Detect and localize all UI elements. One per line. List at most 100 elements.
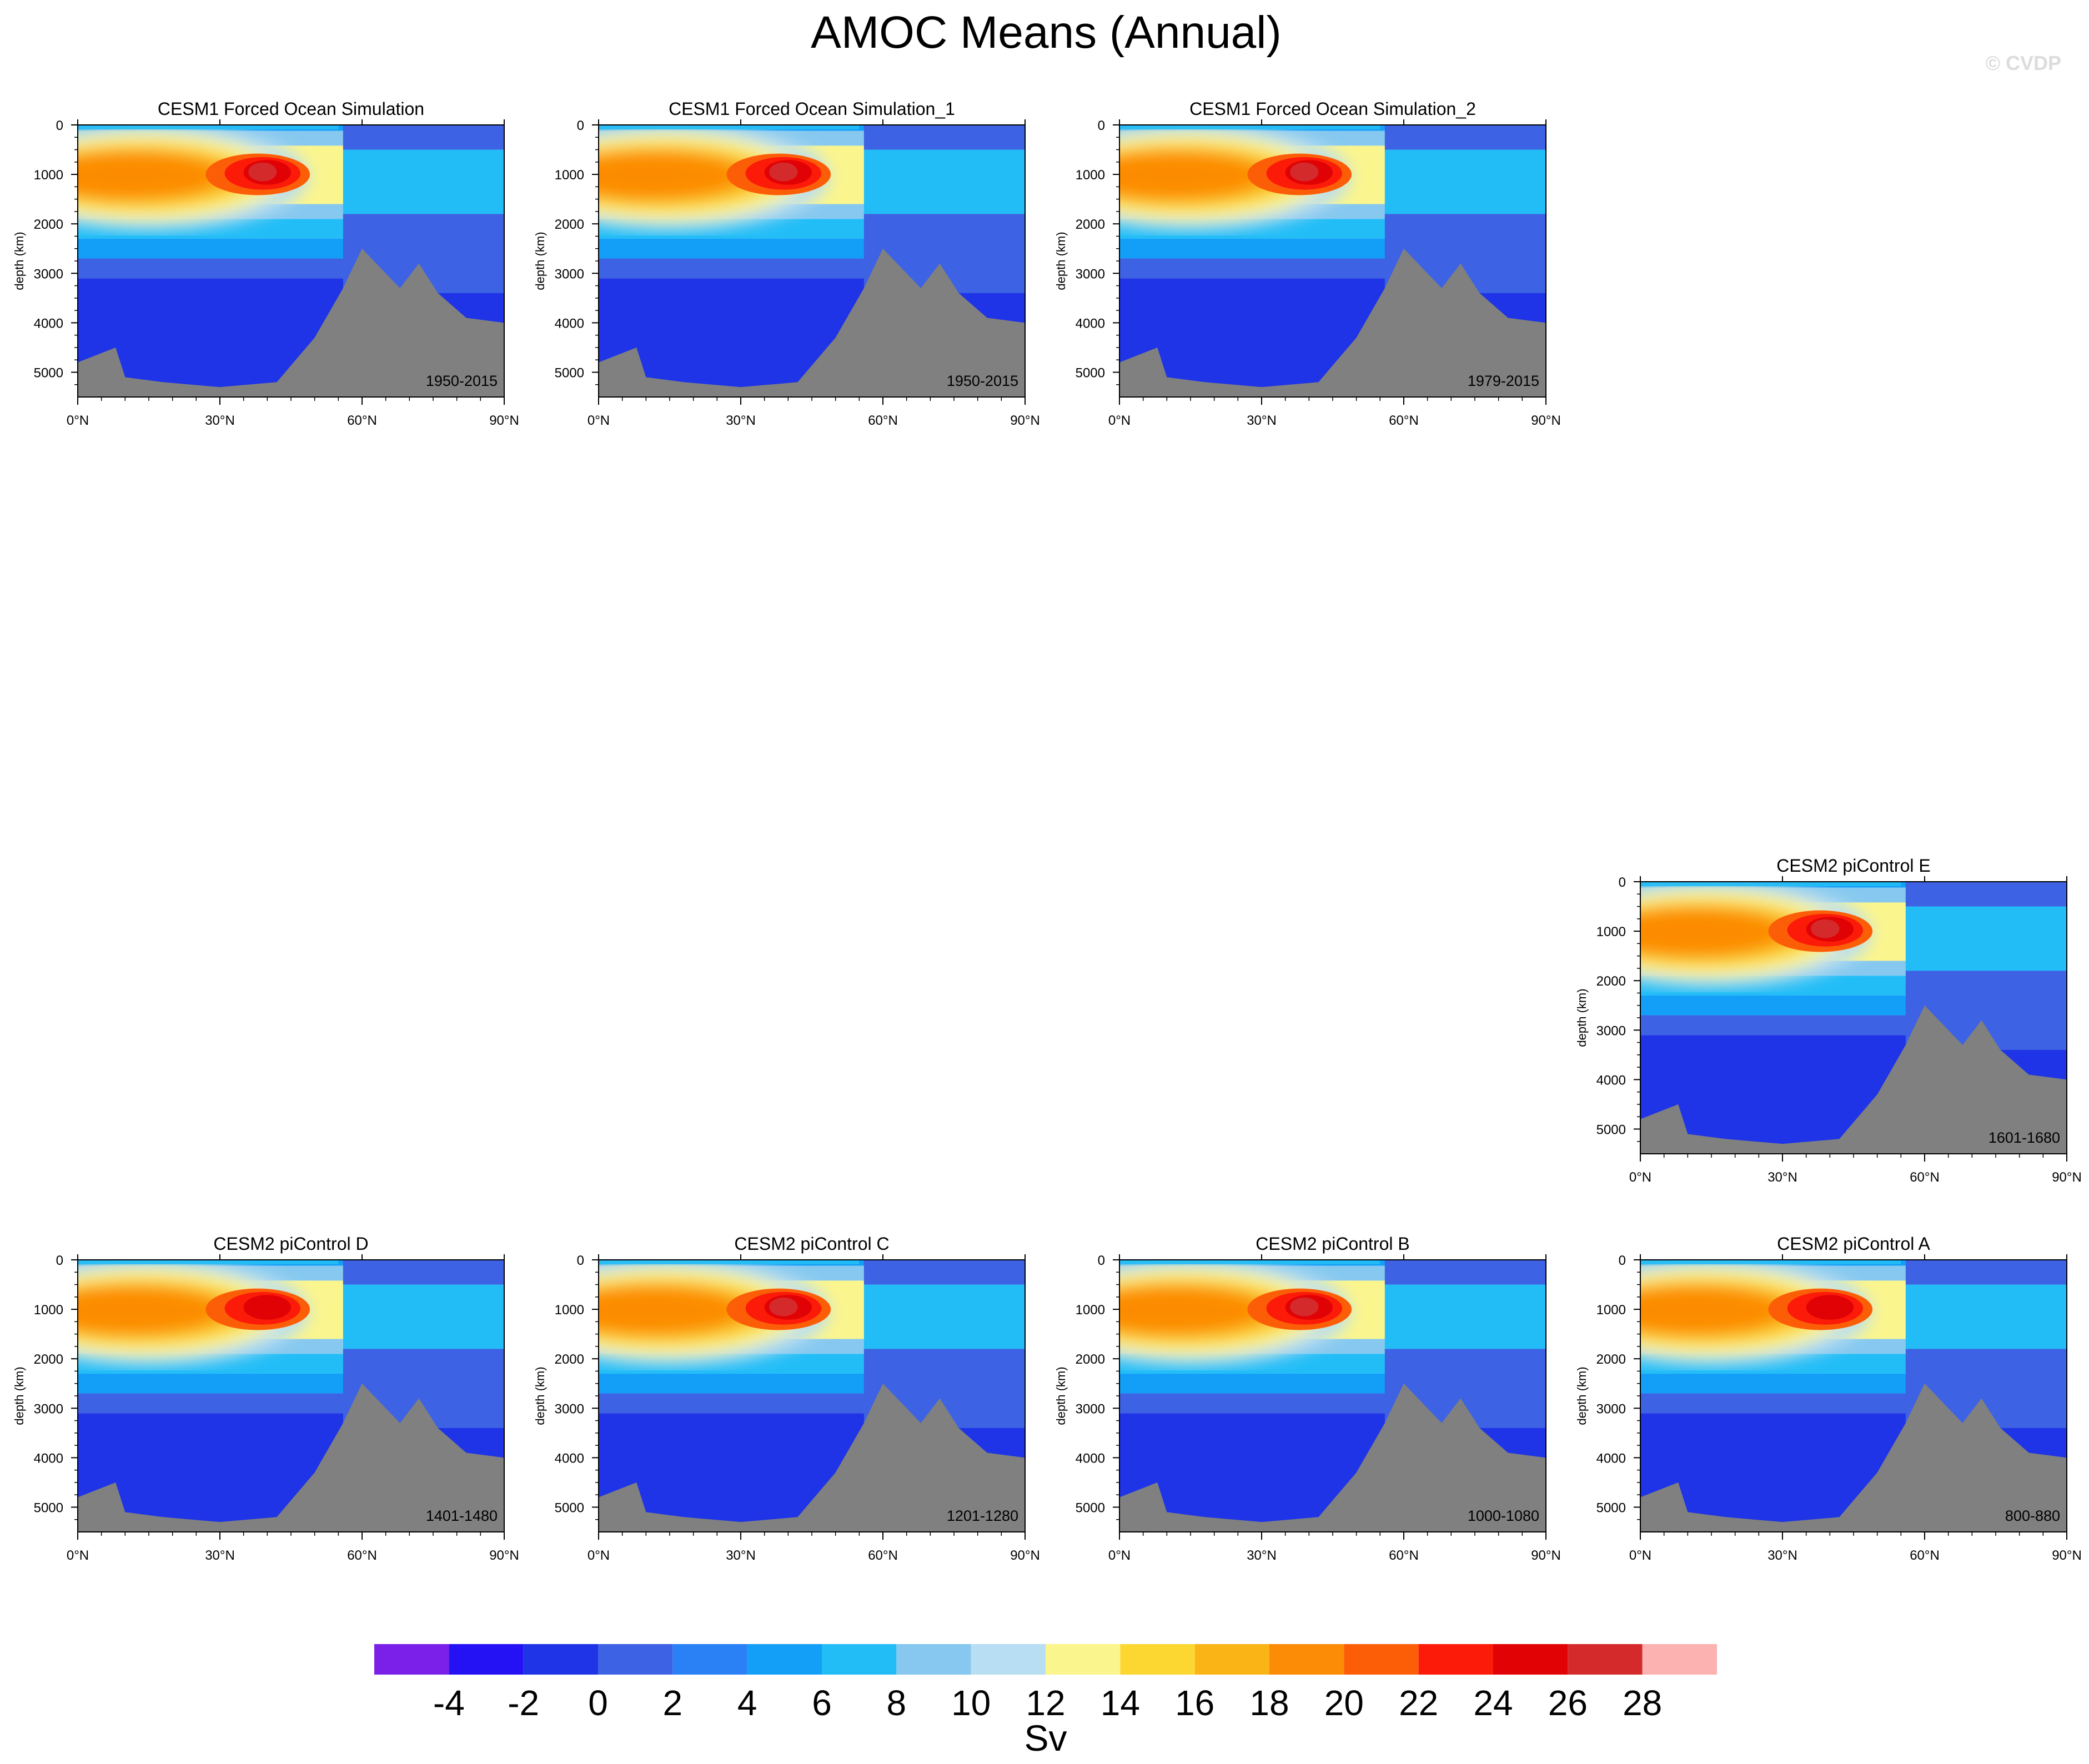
y-tick-label: 5000 (34, 365, 63, 380)
x-tick-label: 0°N (67, 413, 89, 428)
y-tick-label: 0 (577, 1253, 584, 1268)
x-tick-label: 0°N (587, 413, 610, 428)
panel-title: CESM2 piControl D (213, 1234, 368, 1254)
y-tick-label: 4000 (1596, 1451, 1626, 1466)
amoc-panel: 0 1000 2000 3000 4000 5000 depth (km) 0°N 30°N 60… (1575, 856, 2082, 1185)
y-tick-label: 5000 (555, 1500, 584, 1515)
y-tick-label: 5000 (555, 365, 584, 380)
x-tick-label: 90°N (1010, 413, 1040, 428)
watermark: © CVDP (1985, 52, 2061, 74)
x-tick-label: 60°N (1910, 1170, 1940, 1185)
y-tick-label: 2000 (34, 1352, 63, 1367)
x-tick-label: 0°N (67, 1548, 89, 1563)
y-tick-label: 1000 (1076, 168, 1105, 183)
colorbar-swatch (449, 1644, 524, 1675)
panel-title: CESM1 Forced Ocean Simulation (158, 99, 424, 119)
colorbar-swatch (1344, 1644, 1419, 1675)
x-tick-label: 30°N (205, 413, 235, 428)
colorbar-tick-label: 8 (887, 1683, 907, 1723)
x-tick-label: 30°N (1247, 413, 1277, 428)
colorbar-tick-label: -2 (508, 1683, 539, 1723)
colorbar-tick-label: 20 (1324, 1683, 1364, 1723)
amoc-panel: 0 1000 2000 3000 4000 5000 depth (km) 0°N 30°N 60… (533, 1234, 1040, 1563)
x-tick-label: 0°N (1629, 1548, 1651, 1563)
colorbar-tick-label: 0 (588, 1683, 608, 1723)
colorbar-swatch (822, 1644, 897, 1675)
colorbar-tick-label: 2 (663, 1683, 683, 1723)
y-axis-label: depth (km) (1054, 232, 1068, 290)
colorbar-swatch (598, 1644, 673, 1675)
y-axis-label: depth (km) (12, 232, 26, 290)
colorbar-tick-label: 4 (737, 1683, 757, 1723)
x-tick-label: 0°N (1629, 1170, 1651, 1185)
panel-title: CESM2 piControl E (1776, 856, 1930, 876)
y-tick-label: 5000 (34, 1500, 63, 1515)
y-tick-label: 0 (1619, 875, 1626, 890)
colorbar-tick-label: 22 (1399, 1683, 1438, 1723)
period-label: 1401-1480 (426, 1507, 498, 1524)
colorbar-tick-label: 16 (1175, 1683, 1214, 1723)
streamfunction-field (1119, 125, 1546, 397)
streamfunction-field (1640, 882, 2067, 1154)
y-tick-label: 5000 (1596, 1500, 1626, 1515)
x-tick-label: 30°N (1247, 1548, 1277, 1563)
panels: 0 1000 2000 3000 4000 5000 depth (km) 0°N 30°N 60… (12, 99, 2082, 1563)
y-tick-label: 1000 (1596, 924, 1626, 939)
colorbar-swatch (971, 1644, 1046, 1675)
y-tick-label: 2000 (555, 217, 584, 232)
x-tick-label: 30°N (1767, 1548, 1797, 1563)
y-tick-label: 3000 (555, 1401, 584, 1416)
colorbar-tick-label: 10 (951, 1683, 991, 1723)
y-tick-label: 4000 (1076, 1451, 1105, 1466)
y-tick-label: 3000 (1076, 267, 1105, 282)
streamfunction-field (1640, 1260, 2067, 1532)
panel-title: CESM1 Forced Ocean Simulation_2 (1189, 99, 1476, 119)
period-label: 1000-1080 (1468, 1507, 1539, 1524)
bathymetry (1119, 248, 1546, 397)
x-tick-label: 90°N (1531, 1548, 1561, 1563)
panel-title: CESM2 piControl C (734, 1234, 889, 1254)
colorbar-swatch (1493, 1644, 1568, 1675)
x-tick-label: 30°N (205, 1548, 235, 1563)
x-tick-label: 90°N (2052, 1170, 2082, 1185)
y-axis-label: depth (km) (12, 1366, 26, 1425)
amoc-panel: 0 1000 2000 3000 4000 5000 depth (km) 0°N 30°N 60… (533, 99, 1040, 428)
colorbar-tick-label: 6 (812, 1683, 832, 1723)
y-tick-label: 4000 (555, 1451, 584, 1466)
period-label: 800-880 (2005, 1507, 2060, 1524)
y-tick-label: 0 (1098, 118, 1105, 133)
y-tick-label: 5000 (1076, 365, 1105, 380)
y-tick-label: 0 (577, 118, 584, 133)
amoc-panel: 0 1000 2000 3000 4000 5000 depth (km) 0°N 30°N 60… (1575, 1234, 2082, 1563)
x-tick-label: 0°N (587, 1548, 610, 1563)
colorbar-tick-label: 14 (1101, 1683, 1140, 1723)
y-axis-label: depth (km) (533, 1366, 547, 1425)
colorbar-swatch (1194, 1644, 1269, 1675)
y-tick-label: 0 (56, 1253, 63, 1268)
colorbar-swatch (1642, 1644, 1717, 1675)
y-tick-label: 2000 (1596, 974, 1626, 989)
colorbar-swatch (1568, 1644, 1643, 1675)
streamfunction-field (78, 125, 504, 397)
x-tick-label: 30°N (1767, 1170, 1797, 1185)
y-tick-label: 4000 (555, 316, 584, 331)
x-tick-label: 90°N (489, 1548, 519, 1563)
y-tick-label: 1000 (34, 1303, 63, 1318)
period-label: 1979-2015 (1468, 373, 1539, 389)
colorbar-swatch (1418, 1644, 1493, 1675)
panel-title: CESM2 piControl A (1777, 1234, 1930, 1254)
x-tick-label: 60°N (1910, 1548, 1940, 1563)
y-tick-label: 1000 (1596, 1303, 1626, 1318)
x-tick-label: 60°N (868, 413, 898, 428)
y-tick-label: 3000 (34, 267, 63, 282)
y-tick-label: 2000 (34, 217, 63, 232)
streamfunction-field (599, 1260, 1025, 1532)
amoc-panel: 0 1000 2000 3000 4000 5000 depth (km) 0°N 30°N 60… (12, 1234, 519, 1563)
y-tick-label: 4000 (34, 316, 63, 331)
x-tick-label: 60°N (1389, 413, 1419, 428)
y-tick-label: 1000 (1076, 1303, 1105, 1318)
y-axis-label: depth (km) (1575, 1366, 1589, 1425)
y-tick-label: 1000 (555, 1303, 584, 1318)
y-tick-label: 2000 (555, 1352, 584, 1367)
